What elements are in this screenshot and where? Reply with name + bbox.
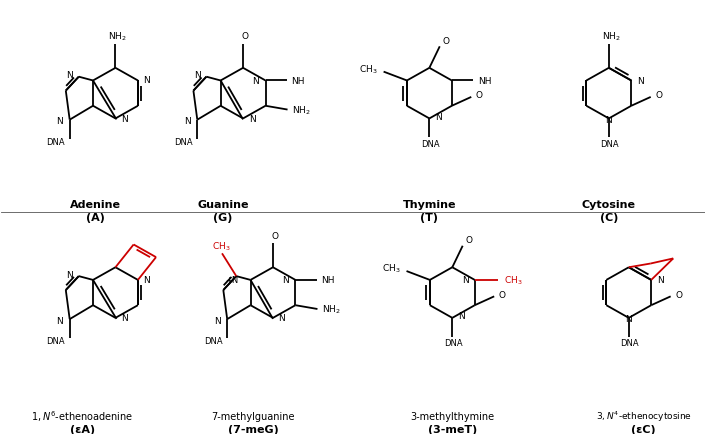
Text: Adenine: Adenine [70,200,121,210]
Text: (εC): (εC) [631,425,656,434]
Text: N: N [121,115,128,124]
Text: O: O [498,291,505,300]
Text: DNA: DNA [174,138,193,147]
Text: O: O [655,92,662,100]
Text: DNA: DNA [204,338,222,346]
Text: $3,N^4$-ethenocytosine: $3,N^4$-ethenocytosine [596,410,692,424]
Text: NH$_2$: NH$_2$ [292,104,311,117]
Text: N: N [606,116,612,125]
Text: N: N [143,76,150,85]
Text: NH: NH [291,77,304,86]
Text: DNA: DNA [421,140,440,149]
Text: O: O [465,237,472,245]
Text: $1,N^6$-ethenoadenine: $1,N^6$-ethenoadenine [31,410,133,424]
Text: (7-meG): (7-meG) [227,425,278,434]
Text: N: N [252,77,259,86]
Text: DNA: DNA [47,138,65,147]
Text: CH$_3$: CH$_3$ [382,263,401,275]
Text: NH$_2$: NH$_2$ [322,304,341,316]
Text: NH$_2$: NH$_2$ [602,31,620,43]
Text: DNA: DNA [621,339,639,348]
Text: (C): (C) [599,213,618,223]
Text: 3-methylthymine: 3-methylthymine [410,412,494,422]
Text: N: N [214,316,220,326]
Text: O: O [442,37,449,46]
Text: N: N [279,314,285,323]
Text: DNA: DNA [601,140,619,149]
Text: N: N [657,276,664,286]
Text: +N: +N [225,276,238,285]
Text: N: N [143,276,150,286]
Text: 7-methylguanine: 7-methylguanine [211,412,294,422]
Text: CH$_3$: CH$_3$ [504,275,523,287]
Text: DNA: DNA [444,339,462,348]
Text: N: N [462,276,469,286]
Text: CH$_3$: CH$_3$ [212,240,230,253]
Text: N: N [56,117,63,126]
Text: NH: NH [478,77,492,86]
Text: N: N [626,315,632,324]
Text: N: N [249,115,256,124]
Text: (G): (G) [213,213,233,223]
Text: CH$_3$: CH$_3$ [359,63,378,76]
Text: (T): (T) [420,213,438,223]
Text: N: N [637,77,644,86]
Text: N: N [121,314,128,323]
Text: (A): (A) [86,213,104,223]
Text: Cytosine: Cytosine [582,200,636,210]
Text: DNA: DNA [47,338,65,346]
Text: O: O [241,33,249,42]
Text: N: N [66,271,73,279]
Text: N: N [66,71,73,80]
Text: N: N [458,312,465,321]
Text: N: N [194,71,201,80]
Text: N: N [282,276,289,286]
Text: (εA): (εA) [70,425,95,434]
Text: (3-meT): (3-meT) [428,425,477,434]
Text: O: O [675,291,682,300]
Text: Thymine: Thymine [402,200,456,210]
Text: O: O [476,92,483,100]
Text: N: N [56,316,63,326]
Text: N: N [435,113,442,122]
Text: NH$_2$: NH$_2$ [108,31,127,43]
Text: O: O [272,232,278,241]
Text: NH: NH [321,276,335,286]
Text: Guanine: Guanine [197,200,249,210]
Text: N: N [184,117,191,126]
